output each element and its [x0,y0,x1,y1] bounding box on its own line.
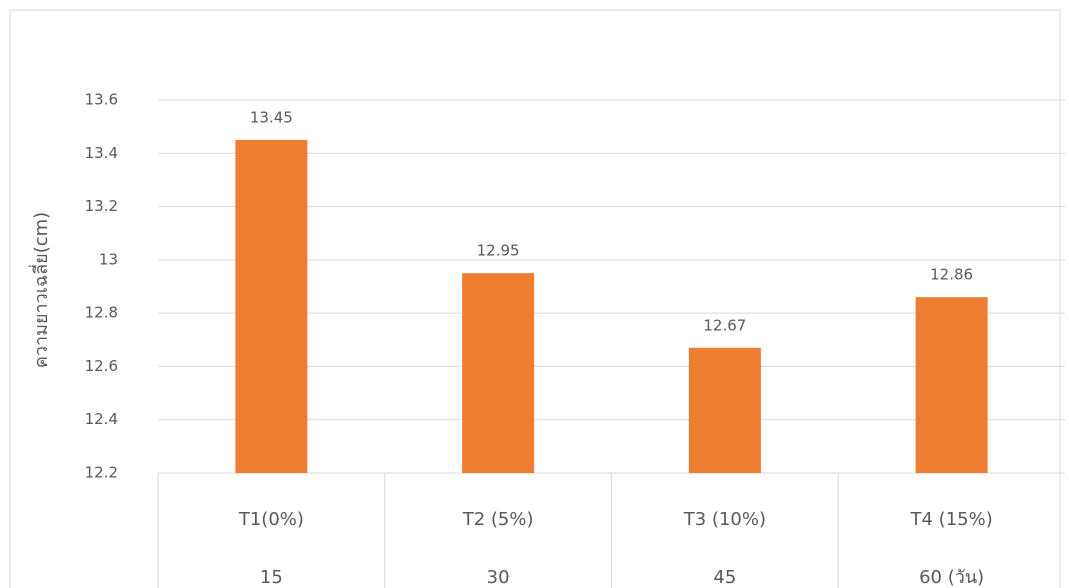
bar [689,348,761,473]
y-axis-label: ความยาวเฉลี่ย(cm) [28,212,52,368]
y-tick-label: 13 [99,250,118,268]
bar [462,273,534,473]
data-label: 12.86 [930,266,973,284]
x-tick-label: T2 (5%) [462,509,534,530]
chart: ความยาวเฉลี่ย(cm) 12.2 12.4 12.6 12.8 13 13.2… [0,0,1069,588]
bar [235,140,307,473]
x-sub-label: 30 [487,567,510,588]
chart-border [10,10,1060,588]
y-tick-label: 13.2 [85,197,118,215]
bar [916,297,988,473]
x-tick-label: T3 (10%) [683,509,766,530]
data-label: 13.45 [250,108,293,126]
x-sub-label: 45 [713,567,736,588]
x-tick-label: T1(0%) [238,509,304,530]
y-tick-label: 12.4 [85,410,118,428]
y-tick-label: 12.8 [85,304,118,322]
y-tick-label: 13.4 [85,144,118,162]
x-tick-label: T4 (15%) [910,509,993,530]
x-sub-label: 60 (วัน) [919,567,984,588]
y-tick-label: 12.6 [85,357,118,375]
y-tick-label: 13.6 [85,91,118,109]
data-label: 12.67 [703,316,746,334]
data-label: 12.95 [477,242,520,260]
y-tick-label: 12.2 [85,464,118,482]
x-sub-label: 15 [260,567,283,588]
